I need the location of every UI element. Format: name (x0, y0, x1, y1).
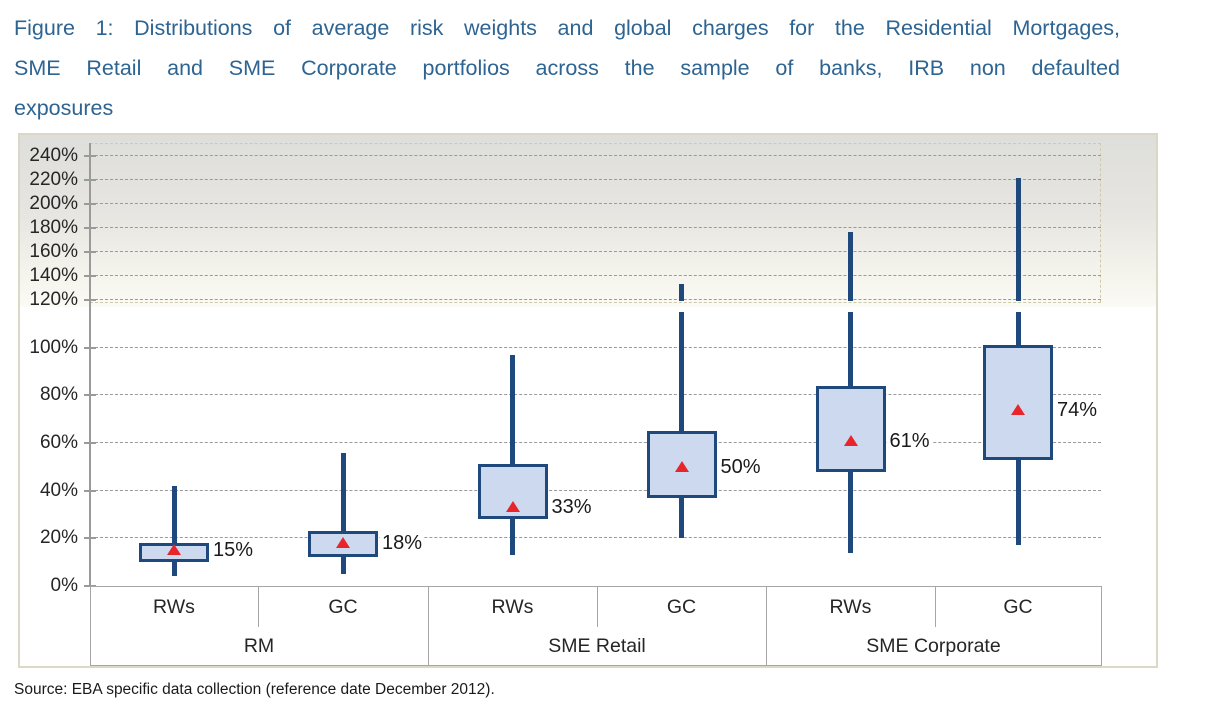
gridline-220 (90, 179, 1101, 180)
whisker-low-0 (171, 559, 177, 577)
mean-value-label-1: 18% (380, 531, 425, 556)
y-tick-label-20: 20% (39, 527, 78, 549)
category-cell-2: RWs (491, 596, 534, 618)
box-4 (815, 385, 886, 472)
category-cell-0: RWs (153, 596, 195, 618)
y-tick-label-160: 160% (29, 241, 78, 262)
mean-value-label-2: 33% (549, 495, 594, 520)
box-5 (983, 345, 1053, 460)
gridline-140 (90, 275, 1101, 276)
y-axis-line (89, 143, 91, 586)
y-tick-label-180: 180% (29, 217, 78, 238)
y-tick-label-80: 80% (39, 384, 78, 406)
whisker-high-5 (1015, 312, 1021, 349)
mean-value-label-5: 74% (1055, 397, 1100, 422)
mean-marker-1 (336, 537, 350, 549)
mean-value-label-0: 15% (211, 538, 256, 563)
y-tick-label-100: 100% (29, 336, 78, 358)
y-tick-label-60: 60% (39, 432, 78, 453)
whisker-low-5 (1015, 456, 1021, 546)
gridline-160 (90, 251, 1101, 252)
whisker-high-4 (848, 312, 853, 389)
category-cell-4: RWs (829, 596, 872, 618)
gridline-100 (90, 346, 1101, 348)
category-cell-1: GC (328, 596, 358, 618)
category-cell-3: GC (666, 596, 697, 618)
whisker-high-2 (510, 354, 515, 468)
figure-title: Figure 1: Distributions of average risk … (14, 8, 1120, 128)
whisker-low-4 (848, 468, 853, 553)
whisker-low-2 (510, 516, 515, 555)
gridline-180 (90, 227, 1101, 228)
gridline-240 (90, 155, 1101, 156)
category-divider-1 (258, 586, 259, 627)
y-tick-label-200: 200% (29, 193, 78, 214)
gridline-200 (90, 203, 1101, 204)
group-cell-0: RM (243, 635, 275, 657)
gridline-40 (90, 489, 1101, 491)
mean-marker-3 (674, 460, 689, 472)
y-tick-label-220: 220% (29, 169, 78, 190)
source-note: Source: EBA specific data collection (re… (14, 681, 495, 698)
whisker-high-3 (679, 312, 684, 435)
y-tick-label-40: 40% (39, 479, 78, 501)
mean-value-label-4: 61% (887, 428, 932, 453)
category-divider-2 (428, 586, 429, 666)
whisker-high-top-4 (848, 231, 853, 301)
gridline-20 (90, 537, 1101, 539)
box-2 (477, 464, 548, 520)
gridline-120 (90, 299, 1101, 300)
category-divider-3 (597, 586, 598, 627)
category-table (90, 586, 1102, 666)
whisker-high-top-5 (1015, 177, 1021, 301)
figure-title-line-1: Figure 1: Distributions of average risk … (14, 16, 1120, 40)
gridline-80 (90, 394, 1101, 396)
y-tick-label-120: 120% (29, 289, 78, 310)
whisker-high-top-3 (679, 284, 684, 301)
y-tick-label-0: 0% (50, 575, 78, 596)
compressed-scale-band-outline (90, 143, 1101, 303)
figure-title-line-3: exposures (14, 96, 114, 120)
y-tick-label-240: 240% (29, 145, 78, 166)
mean-marker-0 (167, 544, 181, 556)
gridline-60 (90, 442, 1101, 443)
whisker-high-0 (171, 485, 177, 547)
group-cell-1: SME Retail (548, 635, 646, 657)
whisker-high-1 (340, 452, 346, 535)
mean-marker-4 (843, 434, 858, 446)
mean-marker-5 (1011, 403, 1025, 415)
mean-marker-2 (505, 501, 520, 513)
category-divider-5 (935, 586, 936, 627)
compressed-scale-band (20, 135, 1156, 307)
whisker-low-3 (679, 494, 684, 539)
y-tick-label-140: 140% (29, 265, 78, 286)
category-divider-4 (766, 586, 767, 666)
group-cell-2: SME Corporate (866, 635, 1001, 657)
whisker-low-1 (340, 554, 346, 575)
mean-value-label-3: 50% (718, 454, 763, 479)
figure-title-line-2: SME Retail and SME Corporate portfolios … (14, 56, 1120, 80)
category-cell-5: GC (1003, 596, 1033, 618)
